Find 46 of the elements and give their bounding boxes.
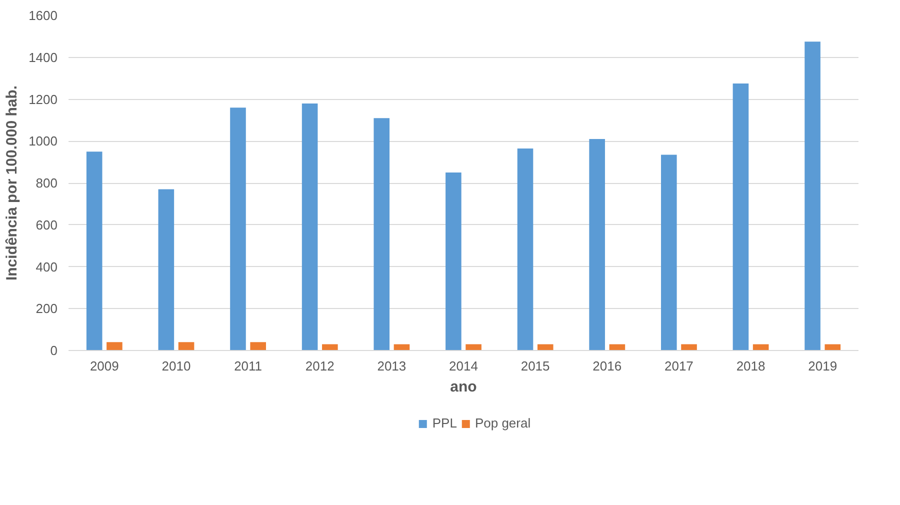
y-tick-label: 1000 <box>28 134 58 149</box>
bar <box>106 342 122 350</box>
y-tick-label: 800 <box>36 176 58 190</box>
x-tick-label: 2009 <box>90 358 119 374</box>
x-tick-label: 2012 <box>305 358 334 374</box>
y-tick-label: 1400 <box>28 50 58 65</box>
x-tick-label: 2016 <box>592 358 622 374</box>
bar <box>824 344 841 350</box>
bar <box>394 344 410 350</box>
y-tick-label: 1200 <box>28 92 58 107</box>
x-tick-label: 2011 <box>234 358 262 374</box>
bar <box>681 344 697 350</box>
bar <box>589 139 605 350</box>
x-tick-label: 2015 <box>520 358 550 374</box>
y-tick-label: 0 <box>50 343 58 358</box>
y-tick-label: 1600 <box>28 8 58 23</box>
x-axis-title: ano <box>450 378 477 396</box>
x-tick-label: 2018 <box>736 358 766 374</box>
legend-label: Pop geral <box>474 416 531 430</box>
y-tick-label: 200 <box>36 301 58 316</box>
bar <box>752 344 769 350</box>
bar <box>466 344 482 350</box>
bar <box>446 172 462 350</box>
x-tick-label: 2019 <box>808 358 838 374</box>
bar <box>537 344 554 350</box>
bar <box>804 42 820 350</box>
y-axis-title: Incidência por 100.000 hab. <box>4 85 21 281</box>
bar <box>158 189 174 350</box>
x-tick-label: 2017 <box>664 358 694 374</box>
bar <box>250 342 266 350</box>
bar <box>661 154 677 350</box>
y-tick-label: 400 <box>36 259 58 274</box>
bar <box>322 344 338 350</box>
bar <box>178 342 194 350</box>
bar <box>374 118 390 350</box>
bar <box>517 148 534 350</box>
x-tick-label: 2010 <box>162 358 191 374</box>
bar <box>609 344 626 350</box>
x-tick-label: 2013 <box>377 358 406 374</box>
x-tick-label: 2014 <box>449 358 478 374</box>
legend-label: PPL <box>432 416 457 430</box>
y-tick-label: 600 <box>36 217 58 232</box>
bar <box>302 103 318 350</box>
bar <box>230 108 246 350</box>
bar <box>732 84 749 350</box>
bar <box>86 152 102 350</box>
